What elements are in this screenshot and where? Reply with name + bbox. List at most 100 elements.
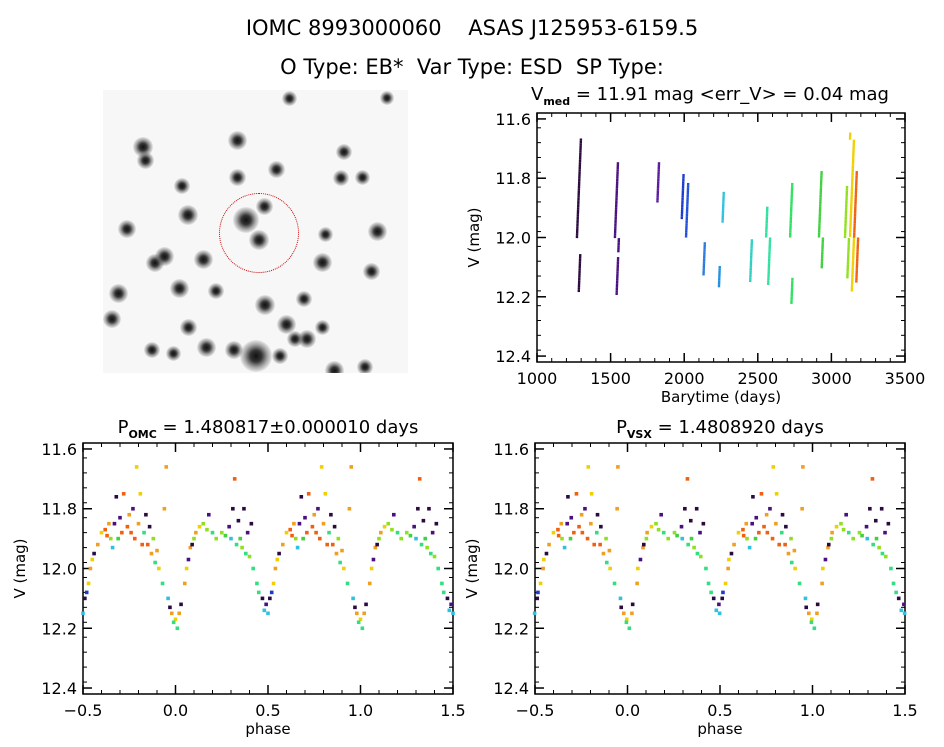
star (143, 342, 160, 359)
data-point (856, 244, 859, 247)
data-point (850, 182, 854, 185)
data-point (695, 551, 700, 556)
data-point (721, 208, 725, 211)
data-point (818, 225, 821, 229)
data-point (451, 611, 455, 616)
data-point (849, 210, 853, 214)
data-point (99, 530, 104, 535)
data-point (845, 197, 848, 201)
data-point (336, 536, 341, 541)
data-point (750, 246, 753, 249)
data-point (192, 536, 196, 541)
data-point (846, 257, 850, 260)
data-point (627, 626, 632, 631)
title-text: = 11.91 mag <err_V> = 0.04 mag (570, 84, 889, 105)
data-point (578, 270, 581, 274)
data-point (168, 605, 172, 610)
data-point (318, 536, 322, 541)
data-point (789, 232, 792, 236)
data-point (681, 183, 685, 186)
data-point (144, 512, 148, 517)
data-point (608, 566, 612, 571)
data-point (277, 551, 281, 556)
data-point (851, 175, 854, 178)
data-point (851, 179, 854, 183)
data-point (855, 265, 859, 269)
x-tick-label: 1.0 (348, 701, 373, 720)
data-point (305, 530, 309, 535)
data-point (894, 590, 898, 595)
data-point (585, 536, 590, 541)
data-point (846, 268, 849, 272)
data-point (306, 491, 311, 496)
plot-frame (82, 442, 454, 695)
data-point (615, 287, 619, 291)
data-point (681, 185, 685, 189)
data-point (184, 566, 189, 571)
data-point (896, 596, 901, 601)
data-point (616, 259, 620, 262)
data-point (577, 183, 581, 186)
data-point (414, 536, 418, 541)
data-point (334, 551, 339, 556)
data-point (615, 197, 618, 201)
data-point (615, 506, 619, 511)
x-tick-label: 1.5 (892, 701, 917, 720)
data-point (856, 237, 860, 240)
data-point (617, 242, 620, 246)
data-point (856, 249, 859, 252)
data-point (604, 560, 609, 565)
star (207, 282, 224, 299)
data-point (574, 491, 579, 496)
data-point (614, 223, 617, 227)
data-point (594, 530, 599, 535)
data-point (615, 202, 618, 205)
data-point (680, 209, 684, 213)
data-point (578, 273, 581, 276)
data-point (576, 207, 580, 210)
data-point (849, 215, 853, 218)
data-point (852, 251, 855, 254)
data-point (616, 162, 620, 165)
data-point (849, 220, 852, 223)
data-point (845, 193, 848, 196)
data-point (765, 213, 769, 217)
data-point (750, 244, 753, 247)
data-point (430, 530, 435, 535)
star (298, 330, 317, 349)
data-point (351, 596, 355, 601)
data-point (768, 246, 771, 250)
data-point (844, 230, 847, 234)
data-point (765, 223, 768, 226)
data-point (619, 605, 624, 610)
data-point (850, 196, 853, 199)
data-point (853, 220, 856, 224)
data-point (577, 193, 580, 196)
data-point (421, 518, 426, 523)
data-point (817, 235, 821, 238)
data-point (786, 551, 791, 556)
data-point (852, 241, 855, 245)
star (276, 315, 296, 335)
data-point (891, 581, 896, 586)
x-tick-label: 2000 (664, 369, 705, 388)
data-point (765, 232, 768, 236)
data-point (852, 149, 855, 152)
data-point (722, 196, 725, 199)
data-point (847, 240, 851, 243)
data-point (847, 252, 850, 255)
data-point (616, 268, 619, 272)
data-point (90, 557, 95, 562)
data-point (694, 506, 699, 511)
y-tick-label: 12.0 (493, 560, 529, 579)
data-point (852, 248, 855, 252)
data-point (583, 506, 587, 511)
data-point (214, 536, 218, 541)
data-point (358, 617, 363, 622)
data-point (81, 611, 85, 616)
data-point (706, 581, 711, 586)
data-point (417, 477, 422, 481)
data-point (685, 223, 688, 226)
y-axis-label: V (mag) (465, 207, 483, 267)
data-point (260, 596, 265, 601)
